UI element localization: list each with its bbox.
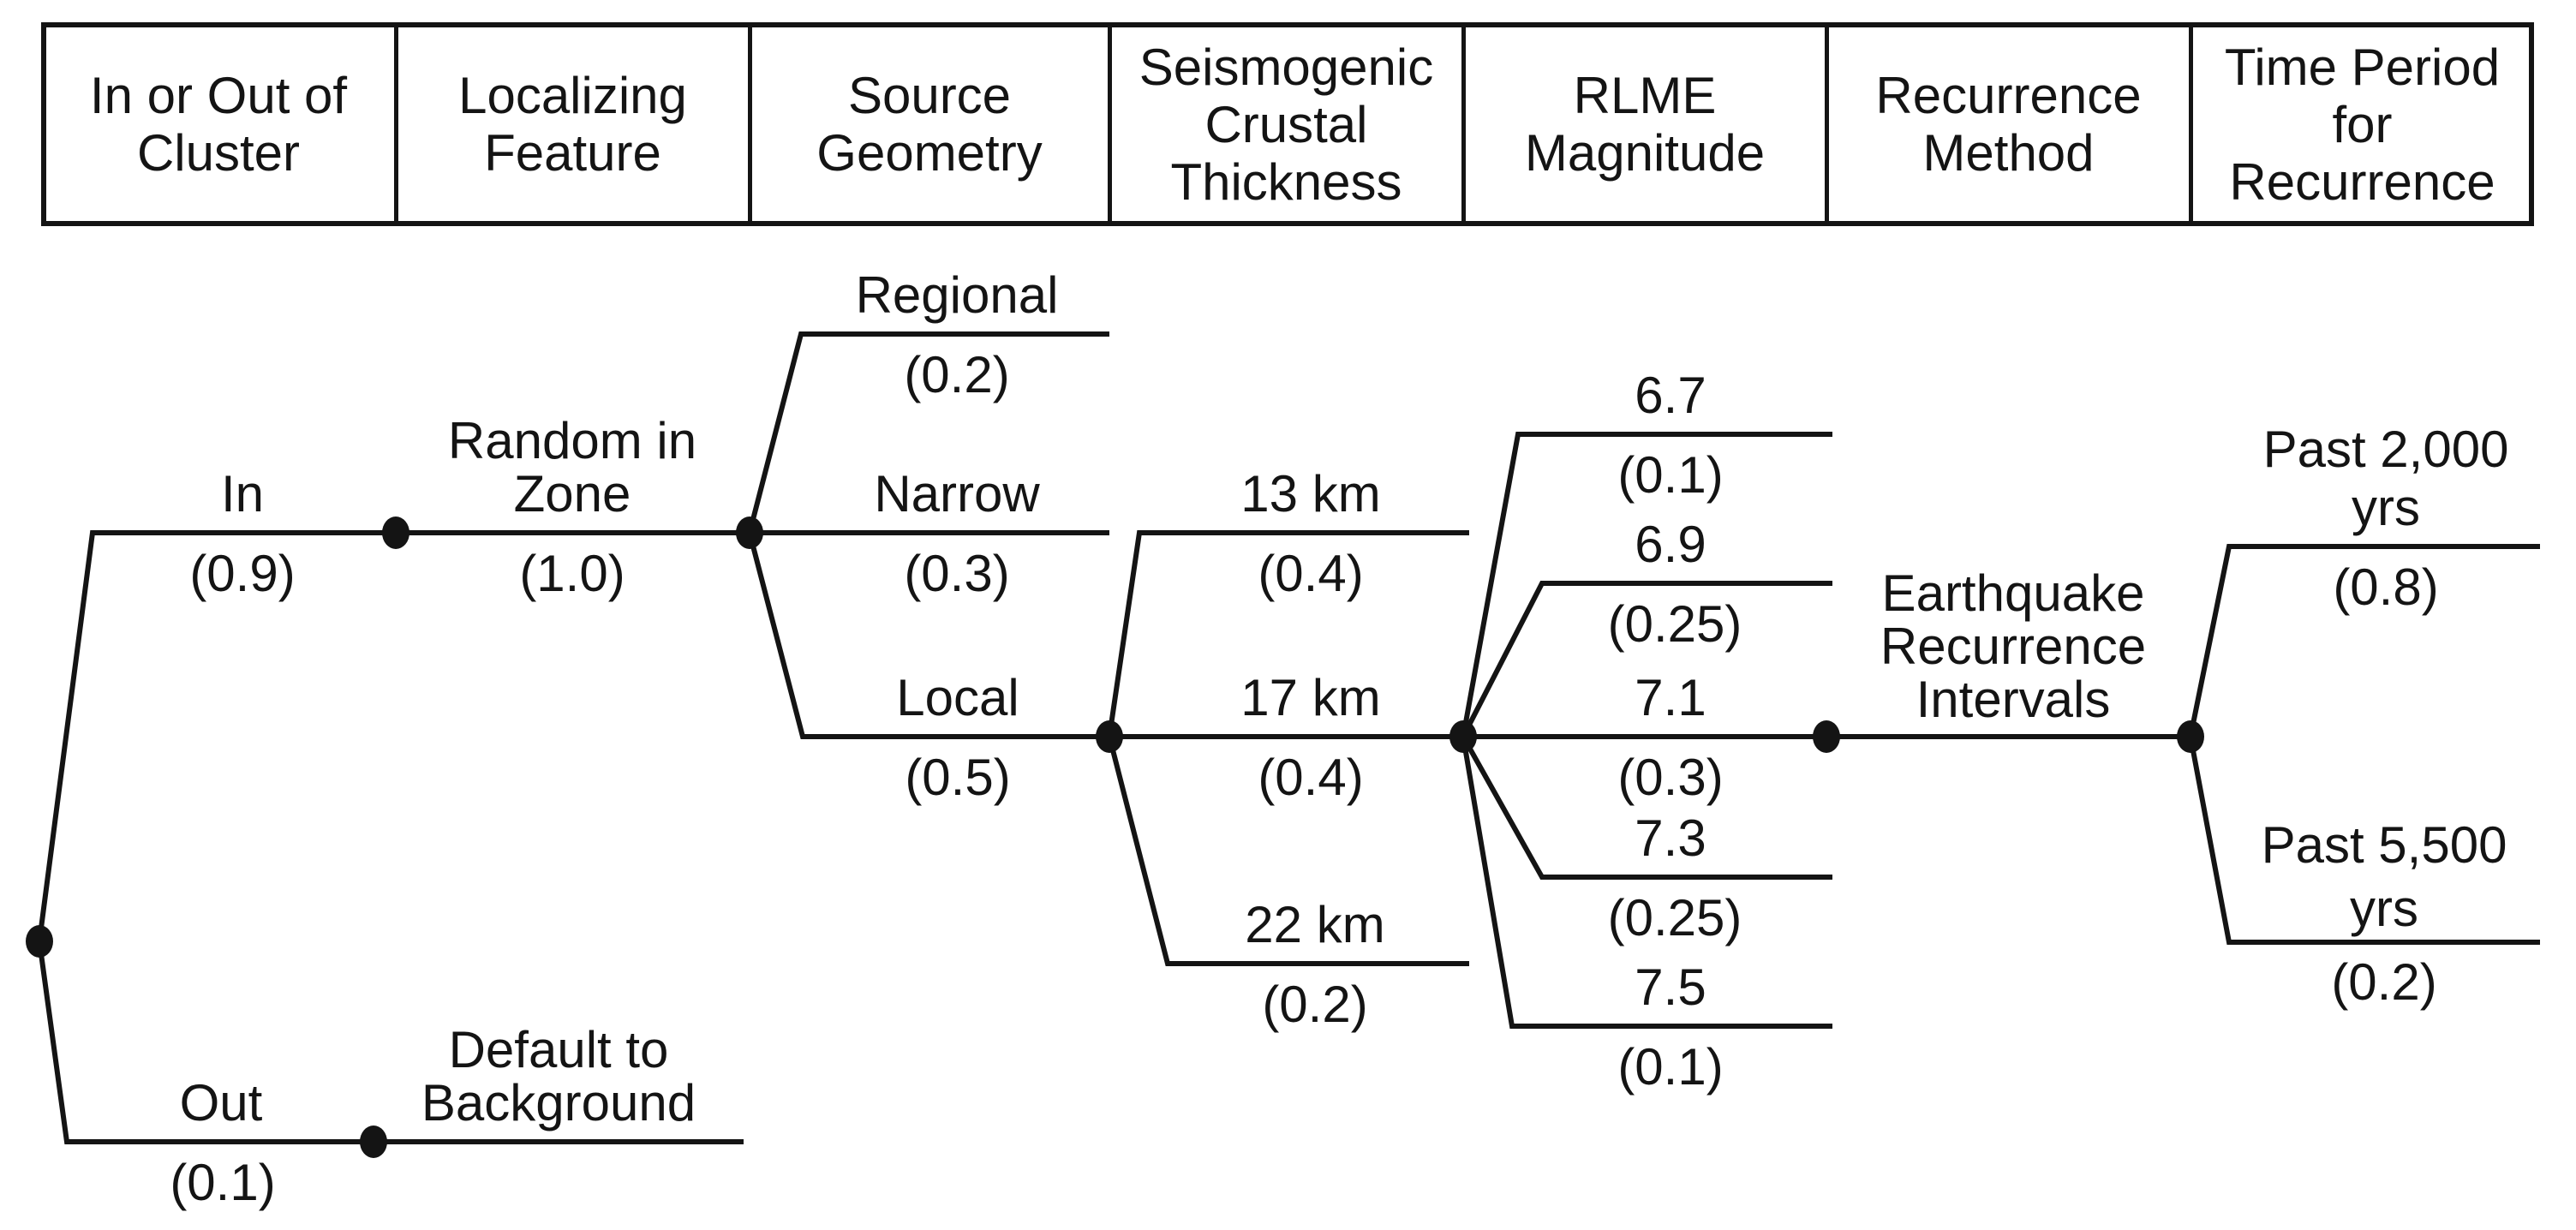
branch-line-in — [37, 530, 396, 942]
header-divider-4 — [1461, 22, 1466, 226]
header-col-localizing: Localizing Feature — [458, 67, 687, 182]
branch-line-regional — [747, 331, 1109, 534]
branch-prob-mag-7-1: (0.3) — [1617, 749, 1724, 806]
branch-line-past-2000 — [2188, 544, 2540, 737]
branch-label-in: In — [220, 465, 265, 522]
label-recurrence-line3: Intervals — [1916, 671, 2111, 728]
branch-prob-mag-7-3: (0.25) — [1607, 889, 1742, 946]
header-divider-5 — [1825, 22, 1829, 226]
branch-label-mag-7-1: 7.1 — [1635, 669, 1706, 726]
header-col-in-or-out: In or Out of Cluster — [89, 67, 348, 182]
label-recurrence-line1: Earthquake — [1881, 564, 2145, 622]
branch-label-local: Local — [896, 669, 1019, 726]
branch-line-22km — [1107, 736, 1469, 966]
branch-prob-out: (0.1) — [170, 1154, 276, 1211]
branch-label-past2000-line1: Past 2,000 — [2262, 421, 2509, 478]
branch-label-13km: 13 km — [1240, 465, 1381, 522]
branch-prob-regional: (0.2) — [904, 346, 1010, 403]
branch-prob-random: (1.0) — [519, 545, 625, 602]
node-dot-out-background — [360, 1126, 387, 1158]
branch-prob-17km: (0.4) — [1258, 749, 1364, 806]
branch-label-out: Out — [179, 1074, 263, 1131]
branch-prob-past5500: (0.2) — [2331, 953, 2437, 1011]
branch-prob-mag-6-7: (0.1) — [1617, 446, 1724, 504]
branch-prob-narrow: (0.3) — [904, 545, 1010, 602]
branch-line-mag-6-9 — [1461, 581, 1832, 738]
header-divider-2 — [748, 22, 752, 226]
header-divider-6 — [2189, 22, 2193, 226]
node-dot-root — [26, 925, 53, 958]
branch-prob-in: (0.9) — [189, 545, 296, 602]
branch-prob-local: (0.5) — [905, 749, 1011, 806]
header-col-geometry: Source Geometry — [816, 67, 1043, 182]
branch-label-mag-7-3: 7.3 — [1635, 809, 1706, 867]
node-dot-time-period — [2177, 720, 2204, 753]
node-dot-recurrence-method — [1813, 720, 1840, 753]
node-dot-source-geometry — [736, 516, 763, 549]
branch-label-past5500-line1: Past 5,500 — [2261, 816, 2507, 874]
branch-label-random-line1: Random in — [447, 412, 697, 469]
label-recurrence-line2: Recurrence — [1880, 618, 2147, 675]
branch-label-mag-6-9: 6.9 — [1635, 516, 1706, 573]
branch-line-mag-6-7 — [1461, 432, 1832, 737]
branch-prob-past2000: (0.8) — [2333, 558, 2439, 616]
branch-line-13km — [1107, 530, 1469, 737]
branch-label-17km: 17 km — [1240, 669, 1381, 726]
branch-label-past5500-line2: yrs — [2350, 880, 2418, 937]
branch-label-regional: Regional — [855, 266, 1059, 324]
header-divider-1 — [394, 22, 398, 226]
node-dot-localizing-feature — [382, 516, 409, 549]
branch-label-narrow: Narrow — [874, 465, 1040, 522]
node-dot-rlme-magnitude — [1449, 720, 1477, 753]
branch-line-past-5500 — [2188, 736, 2540, 945]
branch-label-22km: 22 km — [1245, 896, 1385, 953]
branch-prob-mag-7-5: (0.1) — [1617, 1038, 1724, 1096]
node-dot-crustal-thickness — [1096, 720, 1123, 753]
branch-line-mag-7-3 — [1461, 735, 1832, 880]
header-col-magnitude: RLME Magnitude — [1524, 67, 1766, 182]
branch-prob-13km: (0.4) — [1258, 545, 1364, 602]
header-table-border — [41, 22, 2534, 226]
branch-label-past2000-line2: yrs — [2352, 479, 2420, 536]
branch-label-random-line2: Zone — [513, 465, 631, 522]
branch-line-mag-7-5 — [1461, 736, 1832, 1029]
header-col-time-period: Time Period for Recurrence — [2224, 38, 2501, 211]
branch-line-local — [747, 532, 1109, 739]
branch-prob-mag-6-9: (0.25) — [1607, 595, 1742, 653]
branch-label-mag-6-7: 6.7 — [1635, 367, 1706, 424]
header-col-thickness: Seismogenic Crustal Thickness — [1139, 38, 1434, 211]
branch-line-out — [37, 940, 744, 1144]
label-default-bg-line2: Background — [421, 1074, 696, 1131]
branch-label-mag-7-5: 7.5 — [1635, 958, 1706, 1016]
branch-prob-22km: (0.2) — [1262, 976, 1368, 1033]
header-divider-3 — [1108, 22, 1112, 226]
header-col-recurrence: Recurrence Method — [1875, 67, 2142, 182]
label-default-bg-line1: Default to — [448, 1021, 669, 1078]
